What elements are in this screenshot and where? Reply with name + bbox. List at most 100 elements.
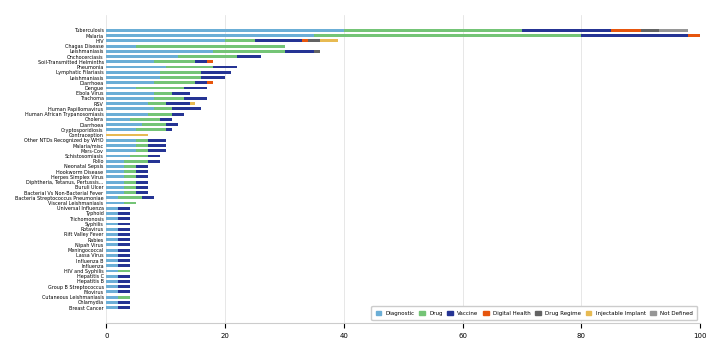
Bar <box>154 81 196 84</box>
Bar <box>106 296 118 299</box>
Bar <box>142 123 166 126</box>
Bar <box>124 186 136 189</box>
Bar <box>118 228 130 231</box>
Bar <box>136 186 148 189</box>
Bar <box>106 76 160 79</box>
Bar <box>106 233 118 236</box>
Bar <box>225 39 255 42</box>
Bar <box>118 270 130 273</box>
Bar <box>106 217 118 220</box>
Bar <box>196 60 207 63</box>
Bar <box>160 118 172 121</box>
Bar <box>172 92 190 95</box>
Bar <box>106 306 118 309</box>
Bar <box>118 280 130 283</box>
Bar <box>106 45 136 48</box>
Bar <box>106 254 118 257</box>
Bar <box>213 50 284 53</box>
Bar <box>136 170 148 173</box>
Bar <box>118 207 130 210</box>
Bar <box>106 81 154 84</box>
Bar <box>154 60 196 63</box>
Bar <box>124 175 136 178</box>
Bar <box>106 259 118 262</box>
Bar <box>106 201 124 204</box>
Bar <box>136 129 166 131</box>
Bar <box>183 97 207 100</box>
Bar <box>172 113 183 116</box>
Bar <box>148 113 172 116</box>
Bar <box>106 165 124 168</box>
Bar <box>160 71 201 74</box>
Bar <box>106 191 124 194</box>
Bar <box>136 180 148 183</box>
Bar <box>106 118 130 121</box>
Bar <box>308 39 320 42</box>
Bar <box>207 81 213 84</box>
Bar <box>196 81 207 84</box>
Bar <box>106 170 124 173</box>
Bar <box>213 66 237 69</box>
Bar <box>118 217 130 220</box>
Bar <box>106 66 166 69</box>
Bar <box>124 191 136 194</box>
Bar <box>166 123 178 126</box>
Bar <box>106 249 118 252</box>
Bar <box>106 87 136 90</box>
Bar <box>314 34 581 37</box>
Bar <box>118 249 130 252</box>
Bar <box>118 264 130 267</box>
Bar <box>118 296 130 299</box>
Bar <box>118 259 130 262</box>
Bar <box>118 285 130 288</box>
Bar <box>106 228 118 231</box>
Bar <box>172 108 201 110</box>
Bar <box>106 212 118 215</box>
Bar <box>106 270 118 273</box>
Bar <box>106 280 118 283</box>
Bar <box>700 34 718 37</box>
Bar <box>154 92 172 95</box>
Bar <box>106 108 154 110</box>
Bar <box>106 71 160 74</box>
Bar <box>106 180 124 183</box>
Bar <box>148 144 166 147</box>
Bar <box>136 175 148 178</box>
Bar <box>106 55 178 58</box>
Bar <box>641 29 658 32</box>
Bar <box>148 102 166 105</box>
Bar <box>178 55 237 58</box>
Bar <box>124 201 136 204</box>
Bar <box>136 149 148 152</box>
Bar <box>166 129 172 131</box>
Bar <box>118 291 130 293</box>
Bar <box>106 60 154 63</box>
Bar <box>106 134 148 136</box>
Bar <box>106 155 130 157</box>
Bar <box>154 97 183 100</box>
Legend: Diagnostic, Drug, Vaccine, Digital Health, Drug Regime, Injectable Implant, Not : Diagnostic, Drug, Vaccine, Digital Healt… <box>371 306 697 320</box>
Bar <box>106 123 142 126</box>
Bar <box>106 160 124 162</box>
Bar <box>106 291 118 293</box>
Bar <box>255 39 303 42</box>
Bar <box>124 180 136 183</box>
Bar <box>106 29 344 32</box>
Bar <box>522 29 611 32</box>
Bar <box>106 102 148 105</box>
Bar <box>118 275 130 278</box>
Bar <box>303 39 308 42</box>
Bar <box>130 155 148 157</box>
Bar <box>130 118 160 121</box>
Bar <box>201 71 231 74</box>
Bar <box>136 45 284 48</box>
Bar <box>166 66 213 69</box>
Bar <box>106 139 136 142</box>
Bar <box>136 139 148 142</box>
Bar <box>136 191 148 194</box>
Bar <box>344 29 522 32</box>
Bar <box>106 275 118 278</box>
Bar <box>106 207 118 210</box>
Bar <box>148 155 160 157</box>
Bar <box>106 222 118 225</box>
